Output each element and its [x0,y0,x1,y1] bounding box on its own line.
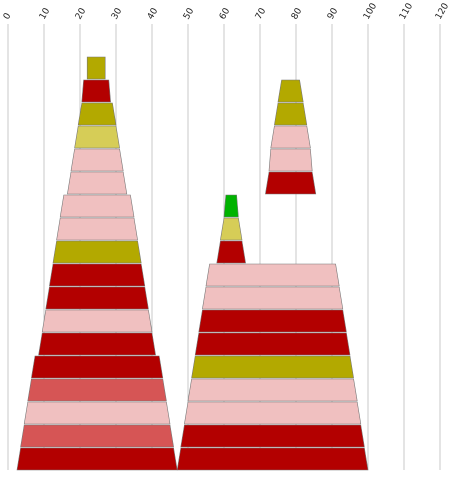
x-tick-label: 0 [2,11,14,21]
x-tick-label: 30 [110,6,125,21]
stack-1-layer [41,309,153,333]
stack-2 [176,79,369,471]
x-tick-label: 80 [290,6,305,21]
stacks [16,56,369,471]
x-tick-label: 50 [182,6,197,21]
x-tick-label: 110 [398,1,415,21]
stack-2-layer [187,378,358,402]
stack-1-layer [74,125,120,149]
stack-1-layer [81,79,111,103]
x-tick-label: 120 [434,1,451,21]
stack-1-layer [56,217,138,241]
x-tick-label: 40 [146,6,161,21]
stack-2-layer [274,102,308,126]
stack-1-layer [86,56,106,80]
stack-2-layer [198,309,347,333]
stack-2-layer [205,263,340,287]
x-tick-label: 20 [74,6,89,21]
x-tick-labels: 0 10 20 30 40 50 60 70 80 90 100 110 120 [2,1,451,21]
stack-2-layer [216,240,246,264]
stack-1-layer [70,148,124,172]
stack-1-layer [23,401,171,425]
stack-1-layer [52,240,142,264]
stack-1-layer [16,447,178,471]
stack-1-layer [59,194,135,218]
stack-1-layer [38,332,156,356]
stack-2-layer [191,355,354,379]
stack-2-layer [265,171,317,195]
stack-1-layer [31,355,164,379]
stack-2-layer [223,194,239,218]
stack-2-layer [220,217,243,241]
stack-1-layer [67,171,128,195]
stack-1-layer [77,102,117,126]
stack-1-layer [20,424,174,448]
stack-2-layer [184,401,362,425]
stack-2-layer [277,79,304,103]
stack-1-layer [45,286,149,310]
x-tick-label: 60 [218,6,233,21]
stack-2-layer [202,286,344,310]
stack-2-layer [270,125,311,149]
stack-1 [16,56,178,471]
stack-2-layer [176,447,369,471]
x-tick-label: 10 [38,6,53,21]
stack-1-layer [49,263,146,287]
stack-1-layer [27,378,167,402]
stack-2-layer [268,148,313,172]
x-tick-label: 90 [326,6,341,21]
x-tick-label: 100 [362,1,379,21]
stack-2-layer [194,332,351,356]
stack-2-layer [180,424,365,448]
x-tick-label: 70 [254,6,269,21]
